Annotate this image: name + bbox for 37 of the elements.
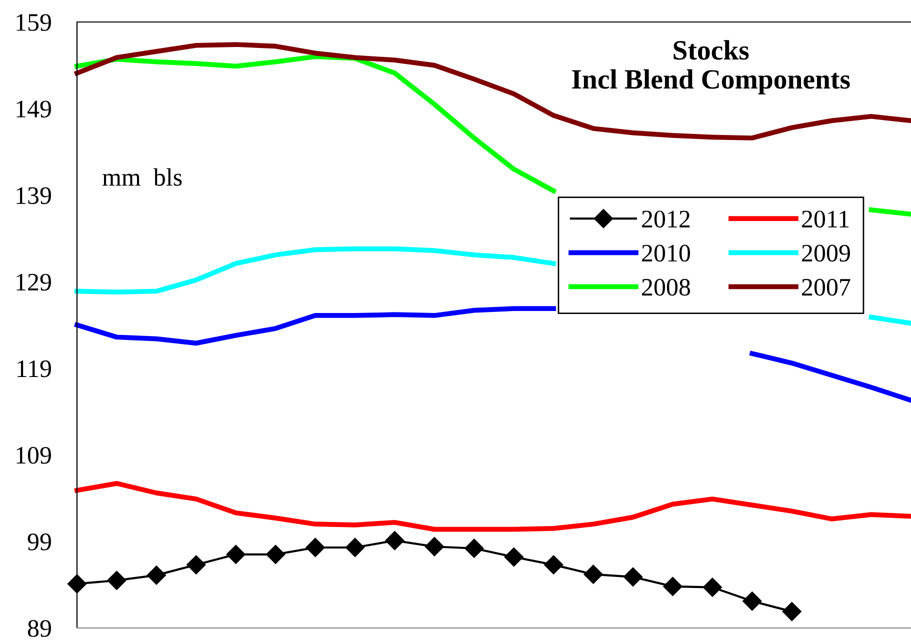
point bbox=[146, 566, 166, 585]
point bbox=[782, 602, 802, 622]
line-series bbox=[74, 480, 911, 532]
point bbox=[186, 555, 206, 574]
point bbox=[266, 544, 286, 564]
y-tick-label: 89 bbox=[28, 620, 51, 637]
y-tick-label: 119 bbox=[18, 360, 51, 378]
legend-label: 2010 bbox=[642, 244, 690, 262]
y-tick-label: 139 bbox=[16, 187, 51, 204]
point bbox=[67, 574, 87, 594]
point bbox=[584, 564, 603, 584]
annotation: mm bls bbox=[102, 168, 182, 186]
text: Stocks Incl Blend Components bbox=[572, 40, 850, 94]
point bbox=[306, 538, 325, 558]
point bbox=[623, 567, 643, 586]
legend-label: 2008 bbox=[642, 278, 690, 296]
y-tick-label: 99 bbox=[28, 534, 51, 550]
point bbox=[345, 538, 365, 558]
y-tick-label: 129 bbox=[16, 274, 51, 291]
point bbox=[424, 537, 444, 556]
point bbox=[544, 555, 564, 574]
point bbox=[504, 547, 524, 567]
legend-label: 2011 bbox=[802, 210, 849, 228]
y-tick-label: 159 bbox=[16, 14, 51, 31]
point bbox=[702, 578, 722, 597]
point bbox=[663, 576, 682, 596]
point bbox=[742, 592, 762, 611]
legend-label: 2012 bbox=[642, 210, 690, 228]
point bbox=[464, 538, 484, 558]
y-tick-label: 149 bbox=[16, 100, 51, 118]
point bbox=[107, 570, 126, 590]
point bbox=[226, 544, 246, 564]
legend-label: 2009 bbox=[802, 244, 850, 262]
y-tick-label: 109 bbox=[16, 446, 51, 464]
legend-label: 2007 bbox=[802, 278, 850, 296]
line-series bbox=[74, 42, 911, 140]
point bbox=[385, 531, 404, 550]
